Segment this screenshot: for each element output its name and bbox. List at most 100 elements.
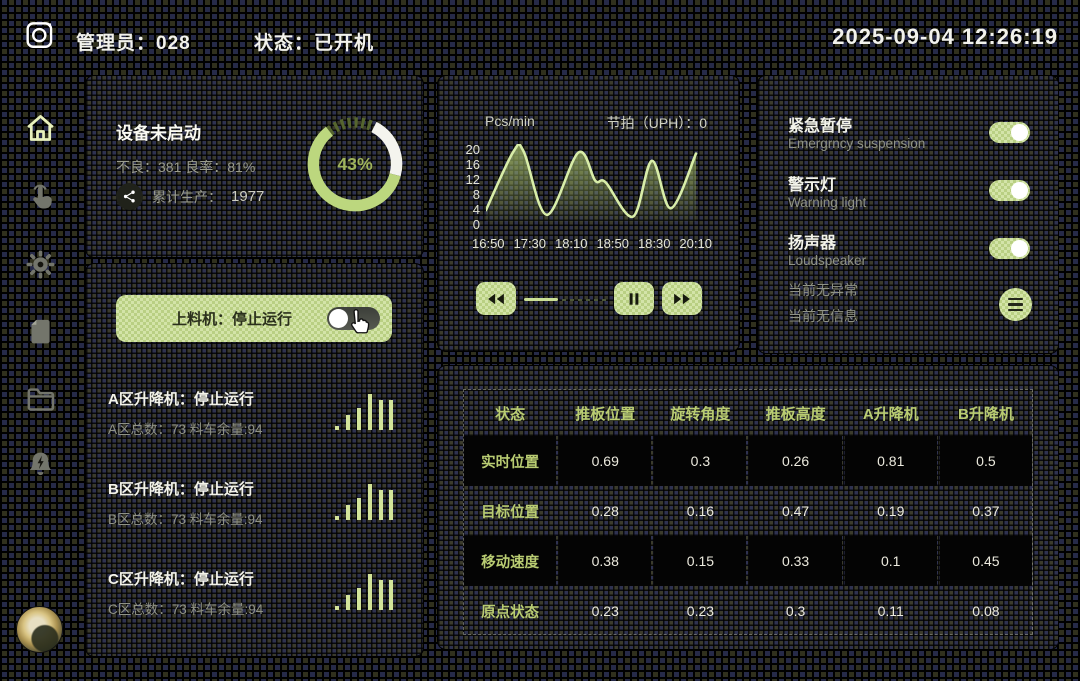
table-cell: 0.15 — [654, 536, 747, 586]
alarm-card: 紧急暂停 Emergrncy suspension 警示灯 Warning li… — [757, 75, 1059, 354]
message-list-button[interactable] — [999, 288, 1032, 321]
table-header-cell: 推板高度 — [765, 405, 826, 423]
avatar[interactable] — [16, 606, 63, 653]
total-production-value: 1977 — [231, 188, 265, 205]
table-cell: 0.3 — [785, 603, 806, 619]
x-tick-label: 20:10 — [679, 236, 712, 251]
loudspeaker-title: 扬声器 — [788, 235, 837, 252]
document-icon[interactable] — [24, 315, 57, 348]
table-cell: 0.33 — [749, 536, 842, 586]
production-node-icon — [116, 183, 143, 210]
warning-light-title: 警示灯 — [788, 177, 837, 194]
slider-fill — [524, 298, 558, 301]
rewind-button[interactable] — [476, 282, 516, 315]
elevator-c-title: C区升降机：停止运行 — [108, 571, 254, 588]
chart-y-axis: 20 16 12 8 4 0 — [450, 142, 480, 232]
elevator-section-b: B区升降机：停止运行 B区总数：73 料车余量:94 — [108, 478, 398, 528]
table-cell: 0.3 — [654, 436, 747, 486]
table-cell: 0.23 — [591, 603, 619, 619]
x-tick-label: 18:10 — [554, 236, 588, 251]
admin-label: 管理员：028 — [76, 33, 191, 54]
feeder-banner-label: 上料机：停止运行 — [172, 311, 293, 328]
donut-center-label: 43% — [337, 154, 373, 174]
table-row: 实时位置 0.69 0.3 0.26 0.81 0.5 — [464, 436, 1032, 486]
alarm-bell-icon[interactable] — [24, 449, 57, 482]
status-label: 状态：已开机 — [254, 33, 375, 54]
total-production-label: 累计生产： — [152, 188, 222, 205]
table-cell: 0.37 — [972, 503, 1000, 519]
table-header-row: 状态 推板位置 旋转角度 推板高度 A升降机 B升降机 — [464, 390, 1032, 436]
top-bar: 管理员：028 状态：已开机 2025-09-04 12:26:19 — [0, 0, 1080, 60]
no-message-note: 当前无信息 — [788, 308, 858, 324]
table-cell: 0.23 — [686, 603, 715, 619]
y-tick-label: 4 — [472, 202, 480, 217]
elevator-c-subtitle: C区总数：73 料车余量:94 — [108, 602, 264, 617]
y-tick-label: 0 — [472, 217, 480, 232]
elevator-a-title: A区升降机：停止运行 — [108, 391, 254, 408]
feeder-card: 上料机：停止运行 A区升降机：停止运行 A区总数：73 料车余量:94 B区升降… — [85, 263, 424, 657]
table-header-cell: A升降机 — [862, 405, 919, 423]
donut-dashed-segment — [326, 117, 377, 136]
no-abnormal-note: 当前无异常 — [788, 282, 858, 298]
slider-track — [562, 299, 610, 301]
touch-icon[interactable] — [24, 181, 57, 214]
progress-slider[interactable] — [524, 296, 610, 304]
folder-icon[interactable] — [24, 382, 57, 415]
x-tick-label: 18:30 — [637, 236, 671, 251]
table-row-label: 原点状态 — [481, 604, 540, 621]
table-cell: 0.45 — [939, 536, 1032, 586]
table-cell: 0.08 — [972, 603, 1000, 619]
defect-yield-stats: 不良：381 良率：81% — [116, 159, 256, 175]
table-row: 原点状态 0.23 0.23 0.3 0.11 0.08 — [464, 586, 1032, 636]
x-tick-label: 16:50 — [472, 236, 505, 251]
elevator-section-a: A区升降机：停止运行 A区总数：73 料车余量:94 — [108, 388, 398, 438]
y-tick-label: 16 — [465, 157, 480, 172]
elevator-section-c: C区升降机：停止运行 C区总数：73 料车余量:94 — [108, 568, 398, 618]
bar-chart-icon — [335, 394, 393, 430]
cursor-hand-icon — [351, 309, 370, 334]
table-row-label: 实时位置 — [464, 436, 557, 486]
table-header-cell: 状态 — [495, 405, 526, 423]
donut-green-segment — [307, 126, 401, 212]
table-header-cell: 推板位置 — [575, 405, 636, 423]
table-cell: 0.5 — [939, 436, 1032, 486]
feeder-banner[interactable]: 上料机：停止运行 — [116, 295, 392, 342]
table-cell: 0.28 — [591, 503, 619, 519]
chart-area-fill — [486, 144, 696, 222]
x-tick-label: 18:50 — [596, 236, 629, 251]
loudspeaker-subtitle: Loudspeaker — [788, 253, 867, 268]
y-tick-label: 12 — [465, 172, 480, 187]
table-cell: 0.1 — [844, 536, 937, 586]
table-cell: 0.26 — [749, 436, 842, 486]
status-table: 状态 推板位置 旋转角度 推板高度 A升降机 B升降机 实时位置 0.69 0.3 0.26 0.… — [463, 389, 1033, 635]
rate-chart-card: Pcs/min 节拍（UPH）：0 20 16 12 8 4 0 16:50 17:30 18… — [437, 75, 740, 352]
uph-label: 节拍（UPH）：0 — [606, 115, 707, 131]
clock: 2025-09-04 12:26:19 — [832, 24, 1058, 49]
warning-light-toggle[interactable] — [989, 180, 1030, 201]
table-cell: 0.11 — [877, 603, 904, 619]
table-row-label: 目标位置 — [481, 504, 540, 521]
emergency-stop-toggle[interactable] — [989, 122, 1030, 143]
chart-line — [486, 144, 698, 218]
loudspeaker-toggle[interactable] — [989, 238, 1030, 259]
table-cell: 0.47 — [781, 503, 810, 519]
table-cell: 0.16 — [686, 503, 715, 519]
table-cell: 0.69 — [559, 436, 652, 486]
elevator-a-subtitle: A区总数：73 料车余量:94 — [108, 422, 263, 437]
camera-icon[interactable] — [22, 17, 56, 51]
yield-donut-chart: 43% — [307, 117, 403, 212]
gear-icon[interactable] — [24, 248, 57, 281]
y-tick-label: 20 — [465, 142, 480, 157]
table-header-cell: 旋转角度 — [670, 405, 731, 423]
rate-unit-label: Pcs/min — [485, 113, 535, 129]
emergency-stop-title: 紧急暂停 — [788, 118, 853, 135]
y-tick-label: 8 — [472, 187, 480, 202]
elevator-b-title: B区升降机：停止运行 — [108, 481, 254, 498]
pause-button[interactable] — [614, 282, 654, 315]
donut-white-segment — [371, 121, 403, 177]
chart-x-axis: 16:50 17:30 18:10 18:50 18:30 20:10 — [472, 236, 712, 251]
bar-chart-icon — [335, 484, 393, 520]
home-icon[interactable] — [24, 112, 57, 145]
elevator-b-subtitle: B区总数：73 料车余量:94 — [108, 512, 263, 527]
fast-forward-button[interactable] — [662, 282, 702, 315]
